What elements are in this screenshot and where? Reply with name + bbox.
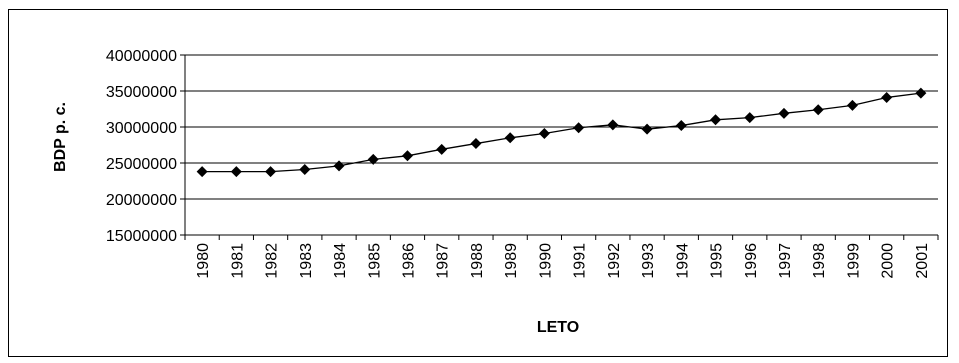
data-point-1994	[675, 120, 687, 132]
x-tick-label: 1995	[709, 243, 726, 279]
data-point-2000	[881, 91, 893, 103]
data-point-1985	[367, 153, 379, 165]
x-tick-label: 1992	[606, 243, 623, 279]
x-tick-label: 1996	[743, 243, 760, 279]
x-tick-label: 1981	[229, 243, 246, 279]
data-point-1995	[710, 114, 722, 126]
data-point-1988	[470, 138, 482, 150]
x-tick-label: 1990	[537, 243, 554, 279]
x-tick-label: 1983	[298, 243, 315, 279]
line-chart: 15000000 20000000 25000000 30000000 35000000…	[52, 48, 939, 336]
data-point-1993	[641, 123, 653, 135]
data-point-1987	[436, 143, 448, 155]
x-tick-label: 2001	[914, 243, 931, 279]
x-tick-labels: 1980 1981 1982 1983 1984 1985 1986 1987 1988 1989…	[195, 243, 931, 279]
y-tick-label: 20000000	[106, 192, 177, 209]
data-point-1981	[230, 166, 242, 178]
x-tick-label: 1980	[195, 243, 212, 279]
x-tick-label: 1991	[572, 243, 589, 279]
x-tick-label: 1999	[845, 243, 862, 279]
gridlines	[185, 54, 938, 200]
series-line	[202, 92, 921, 173]
x-tick-label: 1994	[674, 243, 691, 279]
data-point-2001	[915, 87, 927, 99]
x-tick-label: 1985	[366, 243, 383, 279]
x-tick-label: 1993	[640, 243, 657, 279]
x-tick-label: 2000	[880, 243, 897, 279]
data-point-1989	[504, 132, 516, 144]
data-point-1991	[573, 122, 585, 134]
x-tick-label: 1986	[400, 243, 417, 279]
axes	[180, 54, 939, 240]
x-tick-label: 1988	[469, 243, 486, 279]
data-point-1983	[299, 163, 311, 175]
y-tick-labels: 15000000 20000000 25000000 30000000 35000000…	[106, 48, 177, 245]
x-tick-label: 1998	[811, 243, 828, 279]
x-tick-label: 1997	[777, 243, 794, 279]
y-tick-label: 25000000	[106, 156, 177, 173]
y-tick-label: 35000000	[106, 84, 177, 101]
x-axis-title: LETO	[537, 319, 579, 336]
data-point-1986	[401, 150, 413, 162]
data-point-1996	[744, 112, 756, 124]
y-axis-title: BDP p. c.	[52, 102, 69, 172]
data-point-1990	[538, 127, 550, 139]
y-tick-label: 30000000	[106, 120, 177, 137]
x-tick-label: 1989	[503, 243, 520, 279]
data-point-1997	[778, 107, 790, 119]
x-tick-label: 1982	[264, 243, 281, 279]
y-tick-label: 15000000	[106, 228, 177, 245]
data-point-1984	[333, 160, 345, 172]
y-tick-label: 40000000	[106, 48, 177, 65]
x-tick-label: 1987	[435, 243, 452, 279]
data-point-1980	[196, 166, 208, 178]
data-point-1992	[607, 119, 619, 131]
x-tick-label: 1984	[332, 243, 349, 279]
data-point-1982	[265, 166, 277, 178]
data-point-1999	[846, 99, 858, 111]
chart-frame: 15000000 20000000 25000000 30000000 35000000…	[8, 9, 948, 357]
data-point-1998	[812, 104, 824, 116]
series-layer	[196, 87, 927, 178]
